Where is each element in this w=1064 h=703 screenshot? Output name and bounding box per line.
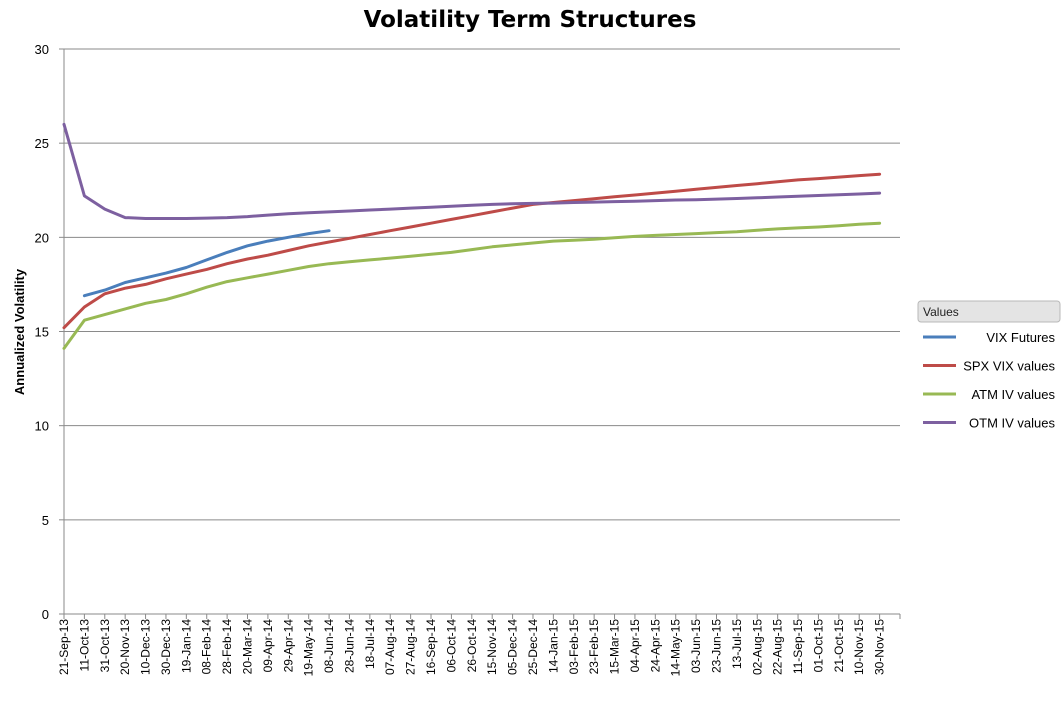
x-tick-label: 02-Aug-15: [750, 619, 764, 675]
series-line-atm-iv-values: [62, 221, 882, 350]
legend-item[interactable]: ATM IV values: [923, 387, 1055, 402]
series-line-vix-futures: [82, 229, 331, 298]
x-tick-label: 28-Feb-14: [220, 619, 234, 675]
x-tick-label: 03-Jun-15: [689, 619, 703, 673]
y-tick-label: 25: [35, 136, 49, 151]
x-tick-label: 30-Dec-13: [159, 619, 173, 675]
x-tick-label: 04-Apr-15: [628, 619, 642, 673]
y-tick-label: 20: [35, 230, 49, 245]
series-line-otm-iv-values: [62, 122, 882, 220]
legend-label: VIX Futures: [986, 330, 1055, 345]
x-tick-label: 05-Dec-14: [506, 619, 520, 675]
x-tick-label: 24-Apr-15: [648, 619, 662, 673]
chart-title: Volatility Term Structures: [364, 7, 697, 33]
legend-item[interactable]: SPX VIX values: [923, 359, 1055, 374]
legend-label: ATM IV values: [971, 387, 1055, 402]
legend-title: Values: [923, 305, 959, 319]
x-tick-label: 23-Feb-15: [587, 619, 601, 675]
x-tick-label: 20-Nov-13: [118, 619, 132, 675]
axes: [59, 48, 901, 619]
y-tick-label: 0: [42, 607, 49, 622]
x-tick-label: 07-Aug-14: [383, 619, 397, 675]
y-tick-labels: 0 5 10 15 20 25 30: [35, 42, 49, 622]
x-tick-label: 29-Apr-14: [281, 619, 295, 673]
x-tick-label: 15-Mar-15: [608, 619, 622, 675]
x-tick-label: 08-Feb-14: [200, 619, 214, 675]
x-tick-label: 14-Jan-15: [546, 619, 560, 673]
x-tick-label: 27-Aug-14: [404, 619, 418, 675]
x-tick-label: 16-Sep-14: [424, 619, 438, 675]
x-tick-label: 18-Jul-14: [363, 619, 377, 669]
y-tick-label: 10: [35, 419, 49, 434]
watermark: @稀土掘金技术社区: [908, 667, 1043, 684]
legend-label: OTM IV values: [969, 416, 1055, 431]
legend-item[interactable]: OTM IV values: [923, 416, 1055, 431]
x-tick-label: 31-Oct-13: [98, 619, 112, 673]
y-tick-label: 15: [35, 325, 49, 340]
x-tick-label: 23-Jun-15: [709, 619, 723, 673]
x-tick-label: 20-Mar-14: [241, 619, 255, 675]
legend-items: VIX Futures SPX VIX values ATM IV values OT…: [923, 330, 1055, 431]
x-tick-label: 03-Feb-15: [567, 619, 581, 675]
series-line-spx-vix-values: [62, 172, 882, 330]
x-tick-label: 21-Oct-15: [832, 619, 846, 673]
x-tick-label: 21-Sep-13: [57, 619, 71, 675]
y-axis-label: Annualized Volatility: [12, 268, 27, 395]
x-tick-label: 19-May-14: [302, 619, 316, 677]
x-tick-label: 19-Jan-14: [179, 619, 193, 673]
x-tick-label: 10-Nov-15: [852, 619, 866, 675]
legend-header[interactable]: [917, 300, 1061, 323]
x-tick-label: 25-Dec-14: [526, 619, 540, 675]
x-tick-label: 26-Oct-14: [465, 619, 479, 673]
x-tick-label: 14-May-15: [669, 619, 683, 677]
x-tick-label: 01-Oct-15: [811, 619, 825, 673]
gridlines: [64, 48, 900, 521]
x-tick-label: 11-Oct-13: [77, 619, 91, 672]
x-tick-label: 13-Jul-15: [730, 619, 744, 669]
legend: Values VIX Futures SPX VIX values ATM IV v…: [917, 300, 1061, 431]
x-tick-label: 06-Oct-14: [444, 619, 458, 673]
x-tick-labels: 21-Sep-13 11-Oct-13 31-Oct-13 20-Nov-13 10-D…: [57, 619, 887, 677]
y-tick-label: 5: [42, 513, 49, 528]
x-tick-label: 08-Jun-14: [322, 619, 336, 673]
x-tick-label: 09-Apr-14: [261, 619, 275, 673]
x-tick-label: 10-Dec-13: [139, 619, 153, 675]
x-tick-label: 30-Nov-15: [873, 619, 887, 675]
y-tick-label: 30: [35, 42, 49, 57]
x-tick-label: 28-Jun-14: [342, 619, 356, 673]
legend-label: SPX VIX values: [963, 359, 1055, 374]
series-lines: [62, 122, 882, 350]
x-tick-label: 11-Sep-15: [791, 619, 805, 674]
x-tick-label: 22-Aug-15: [771, 619, 785, 675]
x-tick-label: 15-Nov-14: [485, 619, 499, 675]
legend-item[interactable]: VIX Futures: [923, 330, 1055, 345]
